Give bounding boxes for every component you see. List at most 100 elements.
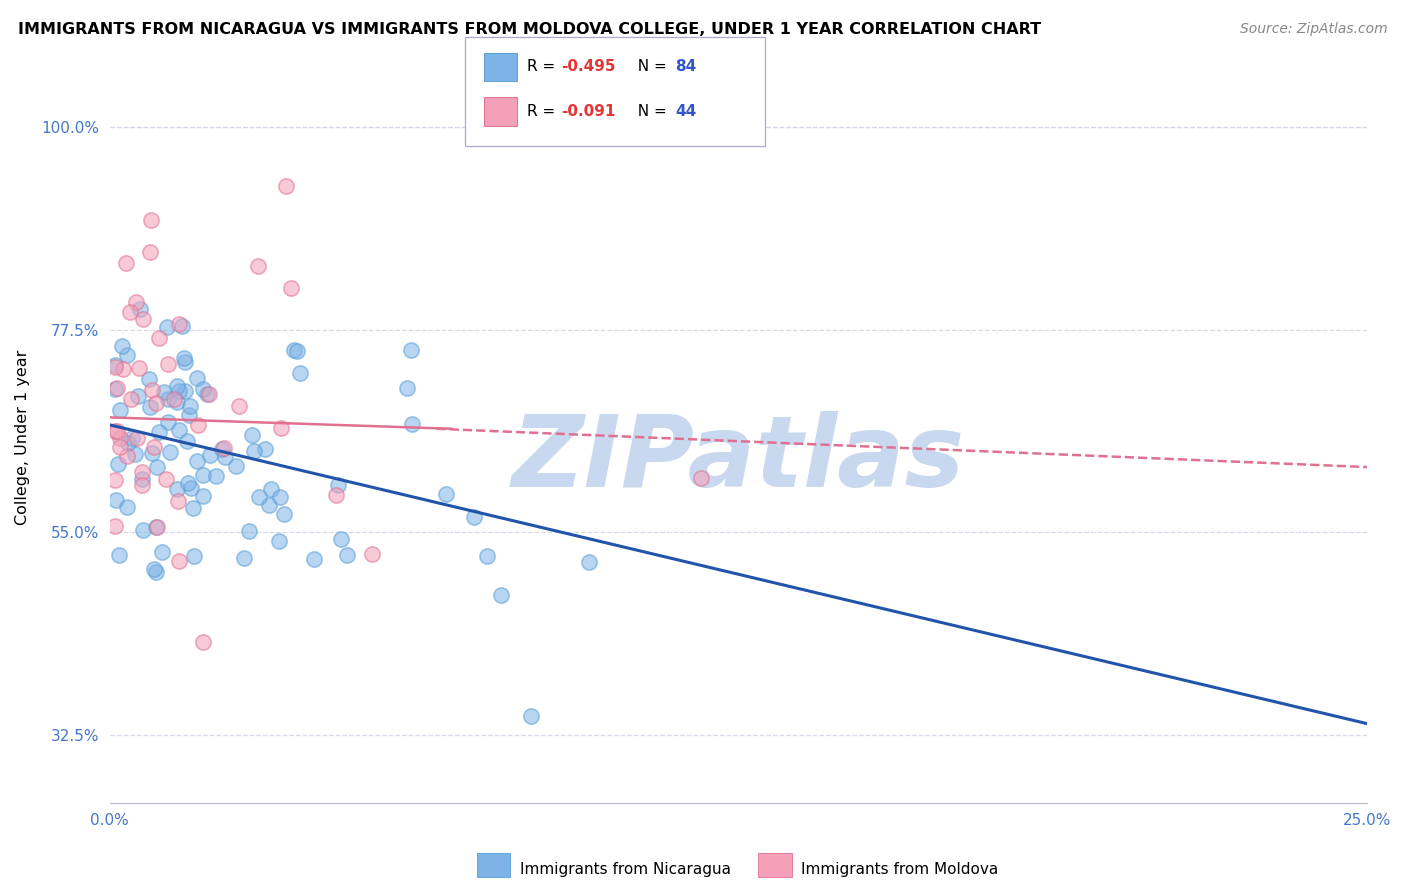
Point — [328, 478, 350, 492]
Point — [361, 547, 384, 561]
Point — [274, 178, 297, 193]
Point — [141, 446, 163, 460]
Point — [117, 449, 139, 463]
Point — [117, 348, 139, 362]
Point — [176, 475, 198, 490]
Point — [157, 392, 180, 406]
Point — [143, 561, 166, 575]
Point — [520, 708, 543, 723]
Point — [107, 457, 129, 471]
Point — [228, 400, 250, 414]
Text: IMMIGRANTS FROM NICARAGUA VS IMMIGRANTS FROM MOLDOVA COLLEGE, UNDER 1 YEAR CORRE: IMMIGRANTS FROM NICARAGUA VS IMMIGRANTS … — [18, 22, 1042, 37]
Point — [169, 318, 191, 332]
Point — [191, 382, 214, 396]
Point — [260, 483, 283, 497]
Point — [243, 443, 266, 458]
Point — [247, 490, 270, 504]
Point — [283, 343, 305, 357]
Point — [270, 420, 292, 434]
Point — [120, 392, 142, 406]
Point — [191, 489, 214, 503]
Point — [105, 381, 128, 395]
Point — [118, 305, 141, 319]
Point — [115, 500, 138, 515]
Point — [156, 357, 179, 371]
Point — [103, 382, 125, 396]
Point — [108, 403, 131, 417]
Point — [396, 381, 419, 395]
Point — [259, 498, 281, 512]
Point — [167, 494, 190, 508]
Point — [191, 634, 214, 648]
Point — [132, 523, 155, 537]
Point — [131, 465, 153, 479]
Point — [399, 343, 422, 358]
Point — [174, 384, 197, 398]
Point — [105, 424, 128, 438]
Point — [336, 548, 359, 562]
Point — [475, 549, 498, 563]
Point — [401, 417, 423, 432]
Point — [103, 519, 125, 533]
Point — [269, 533, 291, 548]
Point — [233, 550, 256, 565]
Point — [141, 384, 163, 398]
Point — [198, 448, 221, 462]
Point — [117, 436, 139, 450]
Point — [167, 384, 190, 399]
Point — [186, 454, 208, 468]
Point — [174, 354, 197, 368]
Point — [159, 445, 181, 459]
Point — [179, 399, 201, 413]
Text: Immigrants from Moldova: Immigrants from Moldova — [801, 863, 998, 877]
Point — [269, 490, 291, 504]
Point — [131, 477, 153, 491]
Point — [273, 507, 295, 521]
Point — [434, 487, 457, 501]
Point — [124, 447, 146, 461]
Point — [173, 351, 195, 366]
Point — [197, 386, 219, 401]
Point — [489, 588, 512, 602]
Point — [146, 460, 169, 475]
Point — [205, 468, 228, 483]
Text: N =: N = — [628, 60, 672, 74]
Point — [145, 520, 167, 534]
Text: ZIPatlas: ZIPatlas — [512, 411, 965, 508]
Point — [139, 245, 162, 260]
Point — [156, 319, 179, 334]
Point — [578, 555, 600, 569]
Text: Source: ZipAtlas.com: Source: ZipAtlas.com — [1240, 22, 1388, 37]
Point — [152, 545, 174, 559]
Point — [103, 424, 125, 438]
Point — [186, 371, 208, 385]
Text: -0.091: -0.091 — [561, 104, 616, 119]
Point — [121, 431, 143, 445]
Point — [176, 434, 198, 449]
Point — [128, 301, 150, 316]
Y-axis label: College, Under 1 year: College, Under 1 year — [15, 350, 30, 525]
Point — [689, 470, 711, 484]
Point — [128, 361, 150, 376]
Point — [288, 366, 311, 380]
Point — [153, 384, 176, 399]
Point — [191, 467, 214, 482]
Point — [212, 442, 235, 456]
Point — [247, 259, 270, 273]
Point — [183, 549, 205, 563]
Point — [304, 552, 326, 566]
Point — [180, 481, 202, 495]
Point — [145, 565, 167, 579]
Point — [166, 395, 188, 409]
Point — [127, 388, 149, 402]
Point — [108, 548, 131, 562]
Point — [187, 417, 209, 432]
Point — [145, 396, 167, 410]
Point — [214, 450, 236, 465]
Point — [124, 295, 146, 310]
Point — [253, 442, 276, 457]
Point — [463, 510, 485, 524]
Text: 84: 84 — [675, 60, 696, 74]
Point — [108, 441, 131, 455]
Text: 44: 44 — [675, 104, 696, 119]
